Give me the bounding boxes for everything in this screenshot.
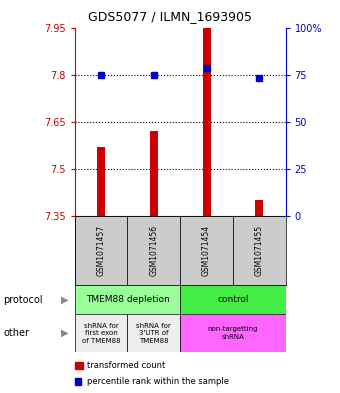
Text: GSM1071457: GSM1071457	[97, 225, 106, 276]
Bar	[180, 216, 233, 285]
Text: shRNA for
3'UTR of
TMEM88: shRNA for 3'UTR of TMEM88	[136, 323, 171, 343]
Text: GSM1071455: GSM1071455	[255, 225, 264, 276]
Bar	[128, 314, 180, 352]
Bar	[128, 216, 180, 285]
Text: ▶: ▶	[61, 328, 68, 338]
Text: control: control	[217, 295, 249, 304]
Bar	[203, 28, 210, 216]
Bar	[255, 200, 263, 216]
Text: non-targetting
shRNA: non-targetting shRNA	[208, 326, 258, 340]
Text: shRNA for
first exon
of TMEM88: shRNA for first exon of TMEM88	[82, 323, 120, 343]
Bar	[75, 285, 180, 314]
Bar	[233, 216, 286, 285]
Text: TMEM88 depletion: TMEM88 depletion	[86, 295, 169, 304]
Bar	[150, 131, 158, 216]
Text: protocol: protocol	[3, 295, 43, 305]
Text: GSM1071454: GSM1071454	[202, 225, 211, 276]
Bar	[97, 147, 105, 216]
Bar	[180, 285, 286, 314]
Text: transformed count: transformed count	[87, 362, 165, 370]
Text: ▶: ▶	[61, 295, 68, 305]
Text: other: other	[3, 328, 29, 338]
Bar	[75, 314, 128, 352]
Text: GSM1071456: GSM1071456	[149, 225, 158, 276]
Text: GDS5077 / ILMN_1693905: GDS5077 / ILMN_1693905	[88, 10, 252, 23]
Bar	[180, 314, 286, 352]
Text: percentile rank within the sample: percentile rank within the sample	[87, 377, 229, 386]
Bar	[75, 216, 128, 285]
